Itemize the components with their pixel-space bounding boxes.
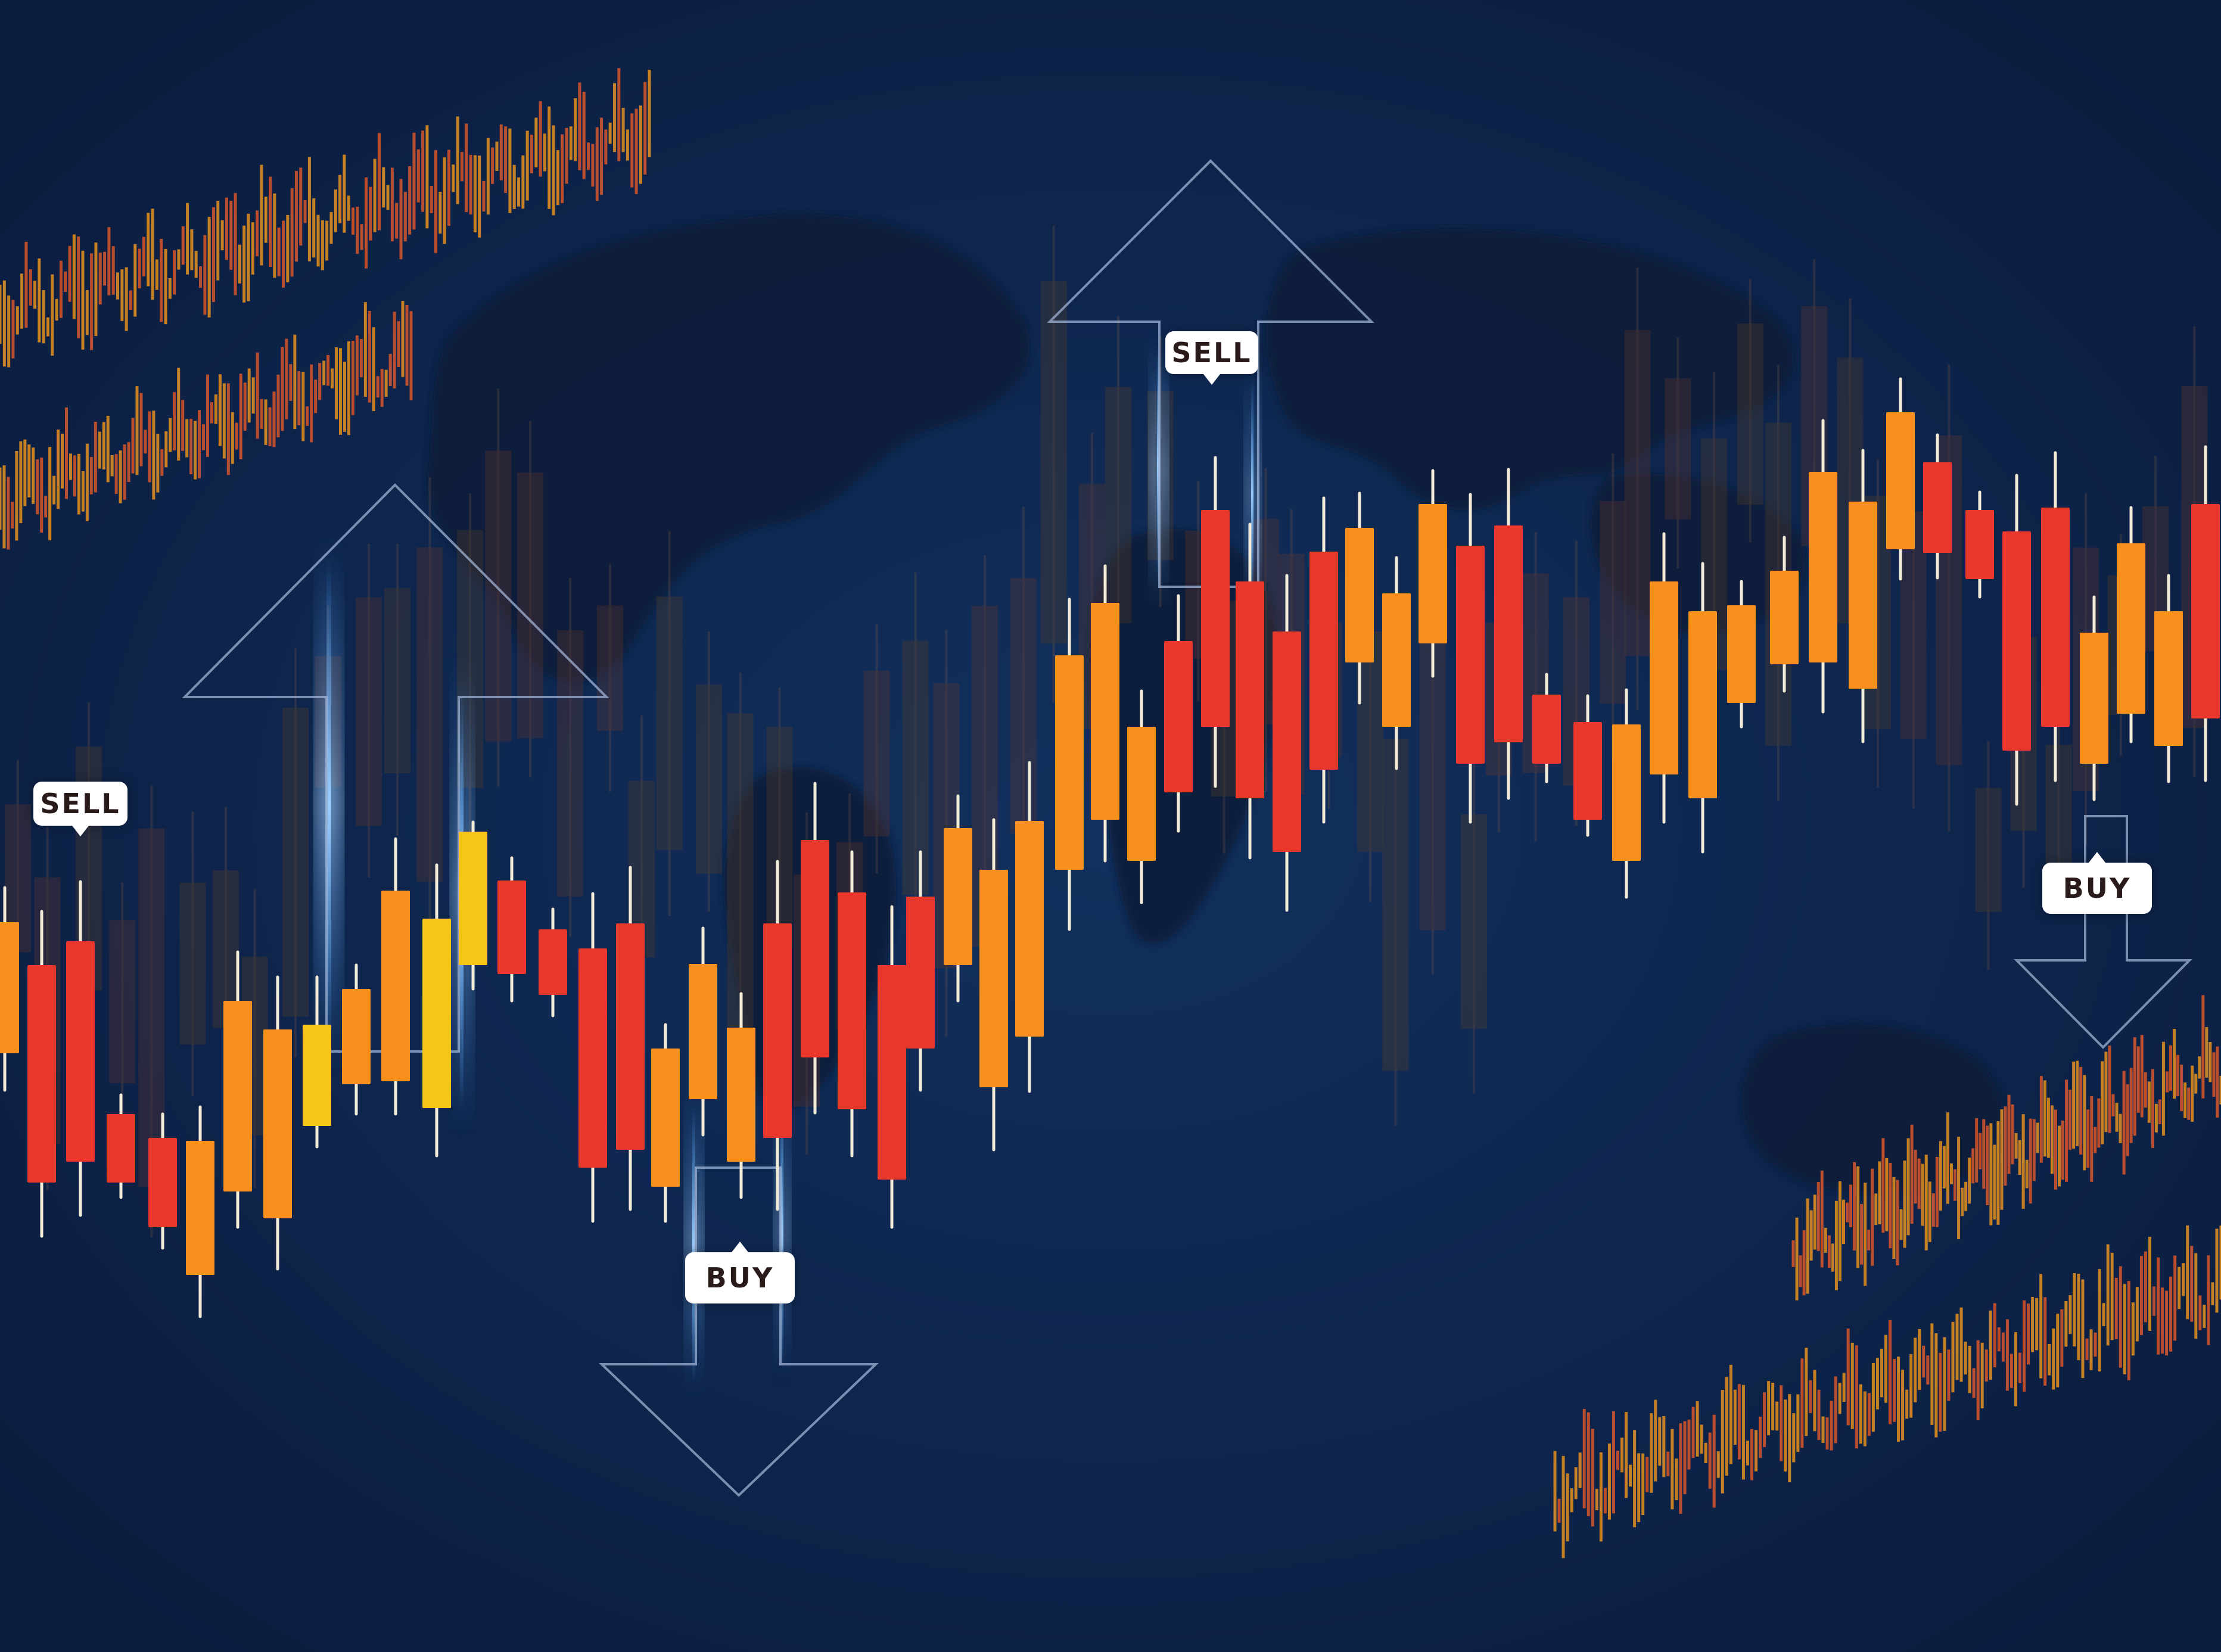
buy-signal-tag: BUY — [2042, 852, 2152, 914]
candlestick — [186, 1105, 214, 1318]
candlestick — [979, 818, 1008, 1152]
candlestick — [1236, 522, 1264, 860]
background-mini-price-charts — [0, 68, 2221, 1558]
candlestick — [0, 886, 19, 1092]
candlestick — [2002, 474, 2031, 806]
background-candle — [1460, 744, 1487, 1094]
candlestick — [2117, 506, 2145, 743]
sell-label: SELL — [1171, 337, 1252, 369]
background-candle — [1737, 279, 1763, 543]
candlestick — [2154, 574, 2183, 783]
background-candle — [384, 543, 411, 836]
candlestick — [906, 850, 935, 1092]
candlestick — [1923, 433, 1952, 580]
candlestick — [651, 1023, 680, 1223]
candlestick — [1573, 694, 1602, 837]
buy-signal-tag: BUY — [685, 1242, 795, 1303]
background-candle — [863, 624, 890, 873]
mini-price-chart — [1791, 995, 2221, 1301]
up-arrow-outline-icon — [1047, 159, 1374, 588]
candlestick — [1886, 377, 1915, 581]
candlestick — [422, 863, 451, 1158]
background-candle — [517, 421, 544, 777]
background-candle — [656, 531, 683, 916]
candlestick — [539, 907, 567, 1018]
candlestick — [148, 1112, 177, 1250]
candlestick — [801, 782, 829, 1115]
candlestick — [878, 905, 906, 1229]
candlestick — [66, 880, 95, 1217]
mini-price-chart — [0, 68, 651, 368]
background-candle — [557, 578, 584, 937]
candlestick — [1532, 673, 1561, 783]
candlestick — [1456, 493, 1485, 824]
candlestick — [763, 860, 792, 1211]
background-candle — [1419, 574, 1446, 975]
candlestick — [727, 992, 755, 1199]
candlestick — [1127, 689, 1156, 904]
candlestick — [27, 910, 56, 1238]
background-candle — [282, 648, 309, 1057]
candlestick — [1055, 598, 1084, 931]
candlestick — [578, 892, 607, 1223]
candlestick — [1849, 449, 1877, 743]
candlestick — [303, 975, 331, 1149]
candlestick — [1770, 536, 1799, 693]
sell-signal-tag: SELL — [33, 782, 127, 836]
candlestick — [1965, 490, 1994, 599]
sell-signal-tag: SELL — [1165, 331, 1258, 385]
candlestick — [944, 794, 972, 1003]
main-candlestick-chart — [0, 377, 2220, 1318]
candlestick — [1612, 688, 1641, 899]
candlestick — [1309, 496, 1338, 824]
candlestick — [1650, 532, 1678, 824]
background-candle — [356, 543, 382, 878]
background-candle — [596, 564, 623, 792]
candlestick — [2080, 595, 2108, 801]
candlestick — [497, 856, 526, 1003]
sell-label: SELL — [40, 788, 121, 820]
candlestick — [1809, 419, 1837, 714]
buy-label: BUY — [2063, 872, 2132, 904]
candlestick — [1273, 574, 1301, 912]
candlestick — [107, 1093, 135, 1199]
buy-label: BUY — [705, 1262, 774, 1294]
candlestick — [616, 866, 645, 1211]
background-candle — [1382, 702, 1409, 1126]
candlestick — [2041, 451, 2070, 782]
candlestick — [1688, 562, 1717, 854]
background-candle — [179, 811, 206, 1097]
candlestick — [263, 975, 292, 1271]
candlestick — [1091, 564, 1119, 863]
candlestick — [1382, 556, 1411, 770]
candlestick — [381, 837, 410, 1116]
background-candle — [1600, 453, 1626, 760]
background-candle — [416, 477, 443, 951]
candlestick — [838, 850, 866, 1158]
mini-price-chart — [0, 301, 413, 550]
candlestick — [689, 926, 717, 1137]
background-candle — [902, 572, 929, 950]
candlestick — [1201, 456, 1230, 788]
background-candle — [1975, 741, 2002, 970]
background-candle — [1040, 225, 1067, 703]
candlestick — [342, 963, 371, 1116]
candlestick — [459, 820, 487, 991]
background-candle — [695, 631, 722, 912]
candlestick — [1015, 761, 1044, 1093]
background-candles — [4, 225, 2208, 1238]
candlestick — [1727, 580, 1756, 729]
candlestick — [1164, 594, 1193, 833]
background-candle — [1665, 337, 1691, 569]
candlestick — [1419, 469, 1447, 678]
background-candle — [1624, 267, 1651, 711]
candlestick — [2191, 445, 2220, 782]
candlestick — [1345, 491, 1374, 705]
candlestick — [1494, 468, 1523, 800]
candlestick — [223, 950, 252, 1229]
mini-price-chart — [1553, 1225, 2221, 1558]
